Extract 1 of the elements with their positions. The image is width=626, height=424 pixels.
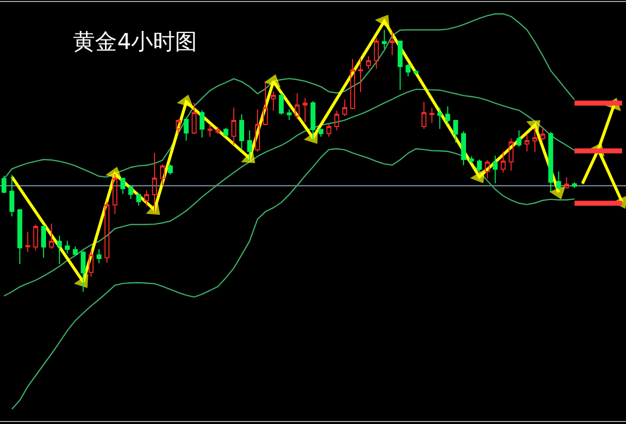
chart-title: 黄金4小时图 <box>73 30 198 55</box>
